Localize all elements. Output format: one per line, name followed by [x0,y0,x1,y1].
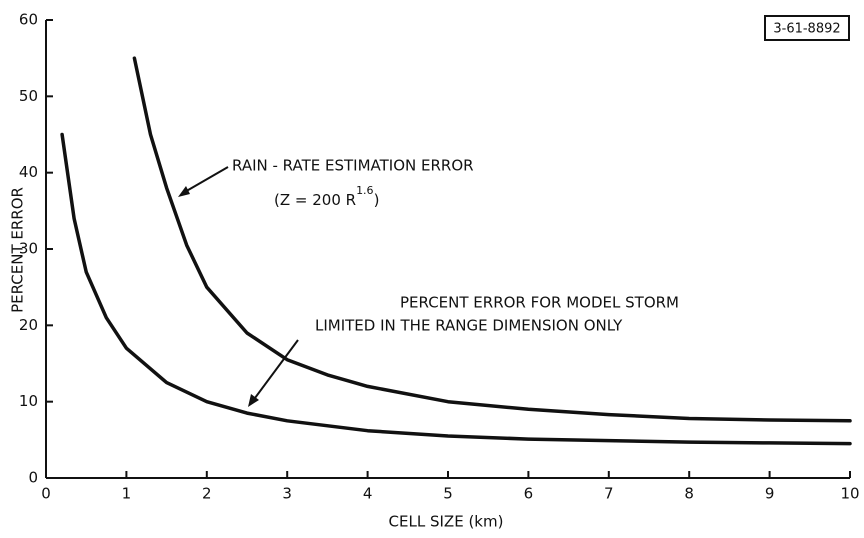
curve [132,56,852,423]
arrow [182,166,229,194]
x-tick-label: 5 [443,485,453,503]
y-tick-label: 20 [19,316,38,334]
x-tick-label: 6 [524,485,534,503]
curve [60,132,852,446]
annotation: (Z = 200 R1.6) [274,184,379,209]
figure-id: 3-61-8892 [773,22,840,37]
y-tick-label: 10 [19,392,38,410]
y-tick-label: 50 [19,87,38,105]
arrow [251,339,299,403]
arrow-head [178,186,190,197]
x-tick-label: 2 [202,485,212,503]
annotation: ) [374,191,380,209]
x-tick-label: 3 [282,485,292,503]
x-tick-label: 9 [765,485,775,503]
annotation: PERCENT ERROR FOR MODEL STORM [400,294,679,312]
x-tick-label: 0 [41,485,51,503]
x-axis-label: CELL SIZE (km) [389,513,504,531]
annotation: RAIN - RATE ESTIMATION ERROR [232,157,474,175]
y-axis-label: PERCENT ERROR [9,187,27,313]
x-tick-label: 7 [604,485,614,503]
x-tick-label: 4 [363,485,373,503]
y-tick-label: 30 [19,240,38,258]
x-tick-label: 1 [122,485,132,503]
arrow-head [248,394,259,407]
y-tick-label: 60 [19,11,38,29]
figure-id-box [764,15,850,41]
annotation: LIMITED IN THE RANGE DIMENSION ONLY [315,317,623,335]
y-tick-label: 0 [28,469,38,487]
y-tick-label: 40 [19,163,38,181]
annotation: 1.6 [356,184,374,197]
annotation: (Z = 200 R [274,191,356,209]
x-tick-label: 10 [840,485,859,503]
x-tick-label: 8 [684,485,694,503]
